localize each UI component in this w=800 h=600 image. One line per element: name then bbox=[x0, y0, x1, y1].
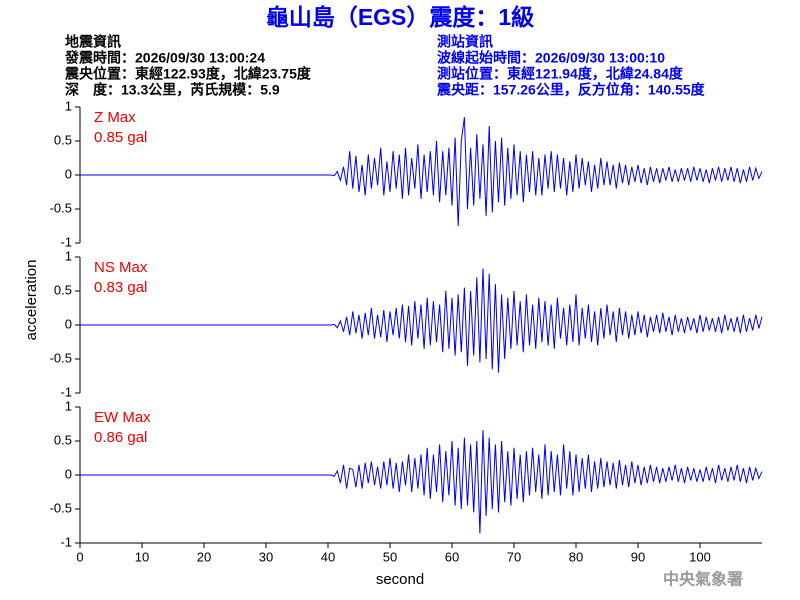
station-line: 震央距：157.26公里，反方位角：140.55度 bbox=[436, 82, 706, 98]
y-tick-label: 1 bbox=[65, 398, 72, 413]
waveform bbox=[80, 430, 763, 534]
title: 龜山島（EGS）震度：1級 bbox=[266, 4, 534, 30]
peak-label: 0.85 gal bbox=[94, 129, 147, 146]
y-tick-label: -1 bbox=[60, 534, 72, 549]
y-tick-label: -0.5 bbox=[50, 500, 72, 515]
event-line: 深 度：13.3公里，芮氏規模：5.9 bbox=[65, 82, 280, 98]
peak-label: 0.83 gal bbox=[94, 279, 147, 296]
footer: 中央氣象署 bbox=[663, 570, 743, 589]
x-tick-label: 20 bbox=[197, 549, 211, 564]
component-label: Z Max bbox=[94, 109, 136, 126]
y-tick-label: 0.5 bbox=[54, 432, 72, 447]
y-tick-label: -0.5 bbox=[50, 200, 72, 215]
y-tick-label: 0.5 bbox=[54, 282, 72, 297]
y-tick-label: -1 bbox=[60, 234, 72, 249]
station-heading: 測站資訊 bbox=[437, 34, 493, 50]
y-axis-label: acceleration bbox=[23, 260, 40, 341]
x-tick-label: 40 bbox=[321, 549, 335, 564]
y-tick-label: -0.5 bbox=[50, 350, 72, 365]
y-tick-label: 0 bbox=[65, 466, 72, 481]
x-tick-label: 70 bbox=[507, 549, 521, 564]
component-label: EW Max bbox=[94, 409, 151, 426]
x-axis-label: second bbox=[376, 571, 424, 588]
x-tick-label: 90 bbox=[631, 549, 645, 564]
waveform bbox=[80, 117, 763, 227]
x-tick-label: 60 bbox=[445, 549, 459, 564]
x-tick-label: 80 bbox=[569, 549, 583, 564]
y-tick-label: 0 bbox=[65, 316, 72, 331]
x-tick-label: 30 bbox=[259, 549, 273, 564]
event-line: 發震時間：2026/09/30 13:00:24 bbox=[64, 50, 265, 66]
event-heading: 地震資訊 bbox=[65, 34, 121, 50]
x-tick-label: 100 bbox=[689, 549, 711, 564]
component-label: NS Max bbox=[94, 259, 148, 276]
y-tick-label: 1 bbox=[65, 248, 72, 263]
station-line: 波線起始時間：2026/09/30 13:00:10 bbox=[437, 50, 665, 66]
x-tick-label: 50 bbox=[383, 549, 397, 564]
y-tick-label: -1 bbox=[60, 384, 72, 399]
y-tick-label: 0.5 bbox=[54, 132, 72, 147]
y-tick-label: 1 bbox=[65, 98, 72, 113]
y-tick-label: 0 bbox=[65, 166, 72, 181]
x-tick-label: 0 bbox=[76, 549, 83, 564]
event-line: 震央位置：東經122.93度，北緯23.75度 bbox=[64, 66, 312, 82]
waveform bbox=[80, 268, 763, 373]
station-line: 測站位置：東經121.94度，北緯24.84度 bbox=[437, 66, 684, 82]
peak-label: 0.86 gal bbox=[94, 429, 147, 446]
x-tick-label: 10 bbox=[135, 549, 149, 564]
